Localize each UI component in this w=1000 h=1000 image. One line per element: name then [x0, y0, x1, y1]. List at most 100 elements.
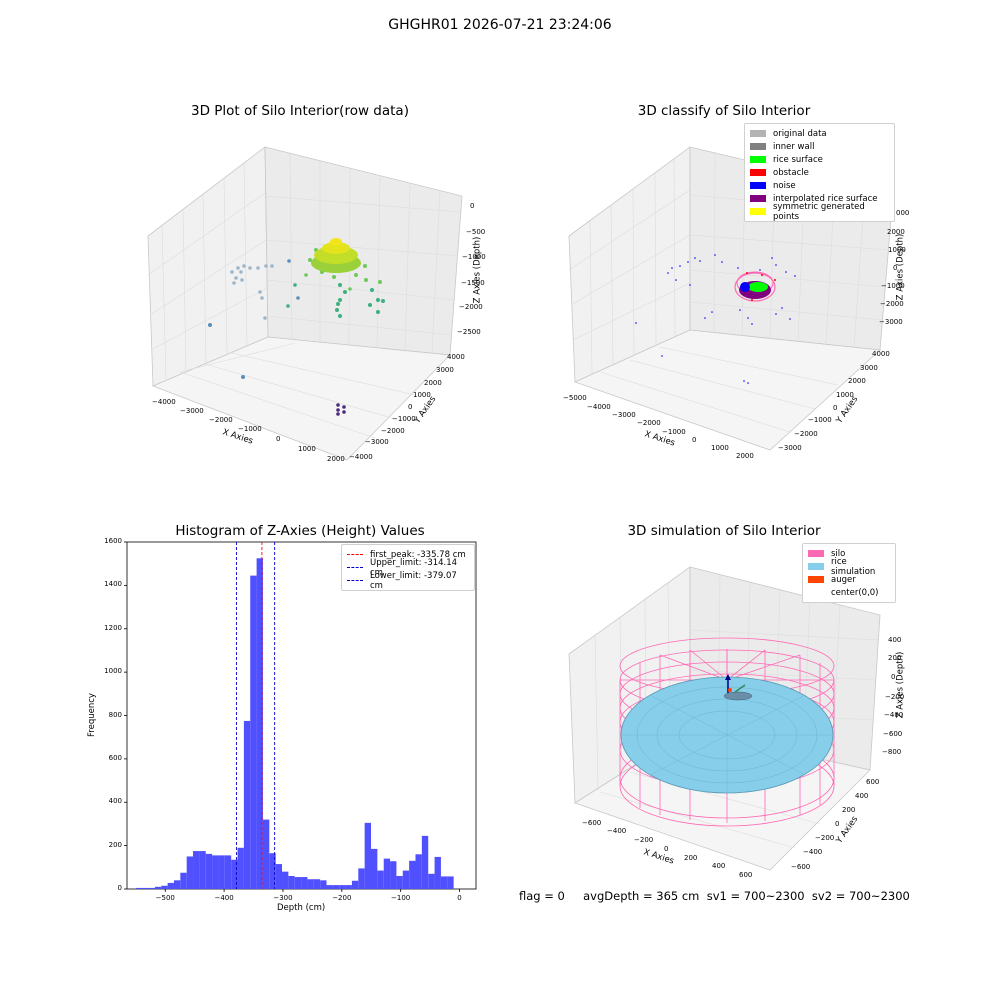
p4-ytick: 600: [866, 778, 880, 786]
legend-label: center(0,0): [831, 587, 879, 598]
y-tick-label: 1600: [104, 537, 122, 545]
scatter-points-raw: [208, 238, 385, 416]
p1-ytick: 0: [408, 403, 413, 411]
p2-ztick: −3000: [879, 318, 903, 326]
legend-item-upper-limit: Upper_limit: -314.14 cm: [347, 558, 469, 578]
legend-line: [347, 554, 363, 555]
p4-ztick: 0: [891, 673, 896, 681]
p1-ztick: −1500: [461, 279, 485, 287]
p2-ztick: −1000: [881, 282, 905, 290]
legend-label: Lower_limit: -379.07 cm: [370, 570, 457, 591]
panel4-title: 3D simulation of Silo Interior: [627, 523, 821, 539]
legend-item-first-peak: first_peak: -335.78 cm: [347, 548, 469, 561]
legend-label: obstacle: [773, 167, 809, 178]
histogram-bar: [390, 861, 397, 889]
y-tick-label: 1200: [104, 623, 122, 632]
p1-xtick: −3000: [180, 407, 204, 415]
legend-label: inner wall: [773, 141, 815, 152]
histogram-bar: [320, 880, 327, 889]
histogram-bar: [148, 887, 155, 889]
panel3-legend: first_peak: -335.78 cm Upper_limit: -314…: [341, 544, 475, 591]
p1-xtick: 0: [276, 435, 281, 443]
x-tick-label: 0: [457, 894, 462, 902]
legend-swatch: [750, 195, 766, 202]
histogram-bar: [142, 887, 149, 889]
histogram-bar: [301, 877, 308, 889]
histogram-bar: [193, 851, 200, 889]
rice-simulation-surface: [620, 676, 834, 794]
legend-item-interpolated-rice-surface: interpolated rice surface: [750, 192, 889, 205]
histogram-bar: [237, 847, 244, 889]
p2-ytick: 2000: [848, 377, 866, 385]
legend-item-inner-wall: inner wall: [750, 140, 889, 153]
p1-ytick: 4000: [447, 353, 465, 361]
legend-swatch: [808, 589, 824, 596]
histogram-bar: [326, 885, 333, 889]
p2-ztick: 000: [896, 209, 910, 217]
histogram-bar: [243, 720, 251, 889]
classified-points: [635, 254, 796, 384]
histogram-bar: [371, 848, 378, 889]
legend-swatch: [808, 550, 824, 557]
figure-suptitle: GHGHR01 2026-07-21 23:24:06: [388, 17, 612, 33]
p2-ztick: 2000: [887, 228, 905, 236]
histogram-bar: [275, 864, 283, 889]
histogram-bar: [256, 558, 263, 889]
status-footer: flag = 0 avgDepth = 365 cm sv1 = 700~230…: [519, 889, 910, 903]
p1-ztick: −1000: [462, 253, 486, 261]
y-tick-label: 800: [108, 710, 122, 719]
histogram-bar: [351, 880, 359, 889]
p4-ytick: −400: [803, 848, 823, 856]
legend-line: [347, 567, 363, 568]
p2-ytick: 1000: [836, 391, 854, 399]
p2-ytick: 4000: [872, 350, 890, 358]
histogram-bar: [332, 885, 340, 889]
x-tick-label: −200: [332, 894, 352, 902]
p4-ztick: 400: [888, 636, 902, 644]
panel4-legend: silo rice simulation auger center(0,0): [802, 543, 896, 603]
legend-label: silo: [831, 548, 846, 559]
y-tick-label: 600: [108, 753, 122, 762]
histogram-bar: [383, 858, 391, 889]
p4-ztick: −800: [882, 748, 902, 756]
histogram-bar: [421, 835, 429, 889]
histogram-bar: [396, 875, 403, 889]
histogram-bar: [434, 856, 441, 889]
panel2-legend: original data inner wall rice surface ob…: [744, 123, 895, 222]
legend-label: symmetric generated points: [773, 201, 865, 222]
legend-item-auger: auger: [808, 573, 890, 586]
p1-ytick: 3000: [436, 366, 454, 374]
x-tick-label: −100: [391, 894, 411, 902]
plot-area: [126, 541, 477, 890]
p4-ytick: −600: [791, 863, 811, 871]
p4-ztick: −200: [885, 693, 905, 701]
p2-xtick: 0: [692, 436, 697, 444]
p1-xtick: 1000: [298, 445, 316, 453]
p4-xtick: 0: [664, 845, 669, 853]
legend-item-noise: noise: [750, 179, 889, 192]
p2-xtick: −5000: [563, 394, 587, 402]
p1-xtick: −2000: [209, 416, 233, 424]
p2-ytick: −2000: [794, 430, 818, 438]
p1-ytick: −4000: [349, 453, 373, 461]
p4-ytick: −200: [815, 834, 835, 842]
legend-label: first_peak: -335.78 cm: [370, 549, 466, 560]
histogram-bar: [428, 873, 435, 889]
p2-ztick: −2000: [880, 300, 904, 308]
legend-item-silo: silo: [808, 547, 890, 560]
histogram-bar: [345, 885, 352, 889]
p4-ztick: −400: [884, 711, 904, 719]
p2-ytick: 0: [833, 404, 838, 412]
histogram-bar: [218, 855, 225, 889]
p1-ytick: −3000: [365, 438, 389, 446]
legend-swatch: [750, 143, 766, 150]
histogram-bar: [409, 860, 416, 889]
p4-ytick: 200: [842, 806, 856, 814]
histogram-bar: [402, 870, 410, 889]
legend-swatch: [750, 182, 766, 189]
p2-xtick: 2000: [736, 452, 754, 460]
histogram-bar: [307, 879, 314, 889]
